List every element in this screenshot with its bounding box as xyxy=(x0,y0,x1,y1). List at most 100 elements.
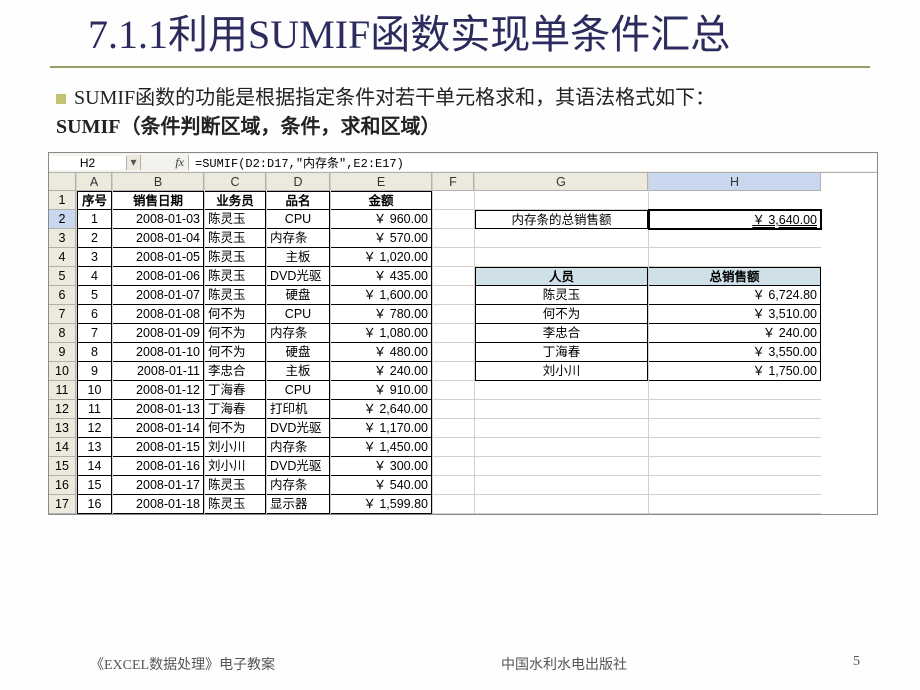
cell[interactable]: 刘小川 xyxy=(205,438,266,457)
cell[interactable]: ￥ 1,170.00 xyxy=(331,419,432,438)
cell[interactable]: 2008-01-08 xyxy=(113,305,204,324)
cell[interactable] xyxy=(649,248,821,267)
row-header[interactable]: 14 xyxy=(49,438,76,457)
cell[interactable]: 序号 xyxy=(77,191,112,210)
cell[interactable] xyxy=(475,381,648,400)
cell[interactable] xyxy=(475,248,648,267)
col-header[interactable]: D xyxy=(267,173,330,191)
formula-input[interactable]: =SUMIF(D2:D17,"内存条",E2:E17) xyxy=(189,154,877,171)
row-header[interactable]: 13 xyxy=(49,419,76,438)
cell[interactable] xyxy=(433,267,474,286)
fx-label[interactable]: fx xyxy=(141,155,189,170)
cell[interactable]: ￥ 1,020.00 xyxy=(331,248,432,267)
cell[interactable]: ￥ 1,600.00 xyxy=(331,286,432,305)
row-header[interactable]: 5 xyxy=(49,267,76,286)
cell[interactable]: 2008-01-17 xyxy=(113,476,204,495)
cell[interactable]: ￥ 240.00 xyxy=(331,362,432,381)
cell[interactable]: 11 xyxy=(77,400,112,419)
sum-label-cell[interactable]: 内存条的总销售额 xyxy=(475,210,648,229)
cell[interactable]: 何不为 xyxy=(205,343,266,362)
total-cell[interactable]: ￥ 240.00 xyxy=(649,324,821,343)
cell[interactable]: 陈灵玉 xyxy=(205,229,266,248)
total-cell[interactable]: ￥ 3,550.00 xyxy=(649,343,821,362)
cell[interactable]: 12 xyxy=(77,419,112,438)
cell[interactable] xyxy=(649,457,821,476)
cell[interactable] xyxy=(433,476,474,495)
cell[interactable] xyxy=(475,400,648,419)
cell[interactable]: 2008-01-06 xyxy=(113,267,204,286)
cell[interactable]: 14 xyxy=(77,457,112,476)
cell[interactable]: 2008-01-15 xyxy=(113,438,204,457)
cell[interactable] xyxy=(649,381,821,400)
row-header[interactable]: 3 xyxy=(49,229,76,248)
col-header[interactable]: B xyxy=(113,173,204,191)
cell[interactable]: 5 xyxy=(77,286,112,305)
person-cell[interactable]: 陈灵玉 xyxy=(475,286,648,305)
cell[interactable] xyxy=(433,343,474,362)
cell[interactable]: 何不为 xyxy=(205,419,266,438)
cell[interactable]: 何不为 xyxy=(205,324,266,343)
cell[interactable]: 何不为 xyxy=(205,305,266,324)
cell[interactable] xyxy=(433,400,474,419)
cell[interactable]: ￥ 910.00 xyxy=(331,381,432,400)
cell[interactable]: ￥ 780.00 xyxy=(331,305,432,324)
row-header[interactable]: 8 xyxy=(49,324,76,343)
cell[interactable]: 8 xyxy=(77,343,112,362)
cell[interactable] xyxy=(649,229,821,248)
cell[interactable]: 丁海春 xyxy=(205,381,266,400)
cell[interactable]: 6 xyxy=(77,305,112,324)
cell[interactable]: 2008-01-18 xyxy=(113,495,204,514)
person-cell[interactable]: 丁海春 xyxy=(475,343,648,362)
cell[interactable]: 硬盘 xyxy=(267,343,330,362)
cell[interactable]: DVD光驱 xyxy=(267,267,330,286)
cell[interactable]: 2 xyxy=(77,229,112,248)
row-header[interactable]: 6 xyxy=(49,286,76,305)
row-header[interactable]: 15 xyxy=(49,457,76,476)
cell[interactable]: 1 xyxy=(77,210,112,229)
row-header[interactable]: 7 xyxy=(49,305,76,324)
person-cell[interactable]: 刘小川 xyxy=(475,362,648,381)
cell[interactable] xyxy=(649,419,821,438)
cell[interactable]: 刘小川 xyxy=(205,457,266,476)
cell[interactable]: 15 xyxy=(77,476,112,495)
row-header[interactable]: 1 xyxy=(49,191,76,210)
cell[interactable] xyxy=(475,495,648,514)
cell[interactable] xyxy=(475,457,648,476)
cell[interactable]: DVD光驱 xyxy=(267,457,330,476)
cell[interactable]: ￥ 1,599.80 xyxy=(331,495,432,514)
cell[interactable] xyxy=(649,438,821,457)
cell[interactable]: 2008-01-07 xyxy=(113,286,204,305)
cell[interactable]: 2008-01-09 xyxy=(113,324,204,343)
name-box-dropdown-icon[interactable]: ▾ xyxy=(127,155,141,170)
cell[interactable]: ￥ 480.00 xyxy=(331,343,432,362)
cell[interactable]: 陈灵玉 xyxy=(205,495,266,514)
cell[interactable] xyxy=(475,476,648,495)
cell[interactable]: 2008-01-04 xyxy=(113,229,204,248)
person-cell[interactable]: 何不为 xyxy=(475,305,648,324)
row-header[interactable]: 12 xyxy=(49,400,76,419)
cell[interactable]: 销售日期 xyxy=(113,191,204,210)
cell[interactable]: ￥ 540.00 xyxy=(331,476,432,495)
cell[interactable]: 2008-01-14 xyxy=(113,419,204,438)
col-header[interactable]: F xyxy=(433,173,474,191)
total-cell[interactable]: ￥ 1,750.00 xyxy=(649,362,821,381)
cell[interactable]: 陈灵玉 xyxy=(205,476,266,495)
cell[interactable]: 2008-01-12 xyxy=(113,381,204,400)
cell[interactable] xyxy=(433,419,474,438)
cell[interactable] xyxy=(433,210,474,229)
col-header[interactable]: C xyxy=(205,173,266,191)
cell[interactable]: 内存条 xyxy=(267,229,330,248)
row-header[interactable]: 9 xyxy=(49,343,76,362)
total-header-cell[interactable]: 总销售额 xyxy=(649,267,821,286)
select-all-cell[interactable] xyxy=(49,173,76,191)
cell[interactable]: 陈灵玉 xyxy=(205,248,266,267)
cell[interactable]: 16 xyxy=(77,495,112,514)
name-box[interactable]: H2 xyxy=(49,156,127,170)
cell[interactable]: 2008-01-03 xyxy=(113,210,204,229)
cell[interactable] xyxy=(433,286,474,305)
cell[interactable]: 陈灵玉 xyxy=(205,267,266,286)
cell[interactable]: CPU xyxy=(267,210,330,229)
row-header[interactable]: 16 xyxy=(49,476,76,495)
cell[interactable] xyxy=(433,438,474,457)
person-cell[interactable]: 李忠合 xyxy=(475,324,648,343)
